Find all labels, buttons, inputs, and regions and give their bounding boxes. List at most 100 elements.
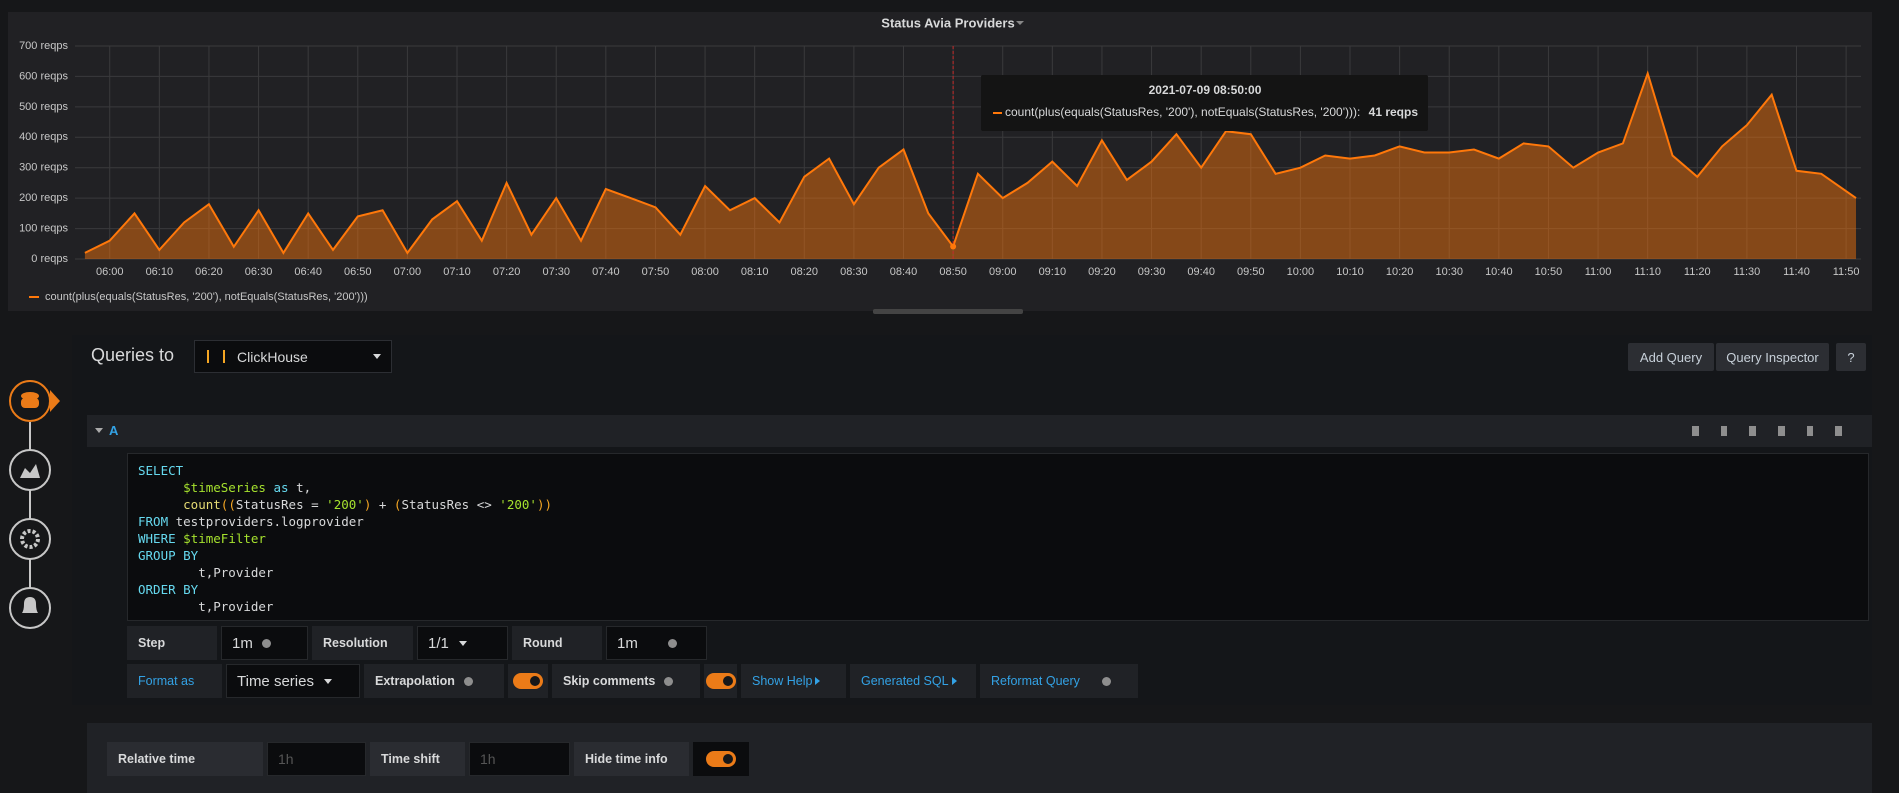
x-tick-label: 08:10 bbox=[741, 266, 769, 278]
tooltip-series: count(plus(equals(StatusRes, '200'), not… bbox=[1005, 105, 1360, 119]
step-input[interactable]: 1m bbox=[221, 626, 308, 660]
code-token: StatusRes = bbox=[235, 497, 327, 512]
code-token: StatusRes <> bbox=[401, 497, 500, 512]
code-token: SELECT bbox=[138, 463, 184, 478]
db-glyph bbox=[21, 398, 39, 408]
query-inspector[interactable]: Query Inspector bbox=[1716, 343, 1829, 371]
hover-point bbox=[950, 243, 957, 250]
y-tick-label: 300 reqps bbox=[19, 162, 68, 174]
datasource-icon bbox=[207, 350, 225, 363]
legend-swatch bbox=[29, 296, 39, 298]
label: Skip comments bbox=[552, 664, 700, 698]
x-tick-label: 10:40 bbox=[1485, 266, 1513, 278]
y-tick-label: 0 reqps bbox=[31, 253, 68, 265]
toggle[interactable] bbox=[706, 751, 736, 767]
relative-time-input[interactable]: 1h bbox=[267, 742, 366, 776]
reformat-query[interactable]: Reformat Query bbox=[980, 664, 1138, 698]
action-icon[interactable] bbox=[1720, 426, 1728, 436]
code-token: testproviders.logprovider bbox=[168, 514, 364, 529]
caret bbox=[951, 677, 961, 685]
x-tick-label: 11:10 bbox=[1634, 266, 1661, 278]
query-options-row: Step 1m Resolution 1/1 Round 1m bbox=[127, 626, 707, 660]
resize-handle bbox=[873, 309, 1023, 314]
code-token: WHERE bbox=[138, 531, 176, 546]
tooltip-value: 41 reqps bbox=[1369, 105, 1419, 119]
x-tick-label: 06:10 bbox=[146, 266, 174, 278]
code-token: as bbox=[273, 480, 289, 495]
text: Show Help bbox=[752, 674, 813, 688]
tooltip-box bbox=[981, 75, 1428, 131]
info-icon bbox=[667, 638, 677, 648]
code-token: FROM bbox=[138, 514, 169, 529]
caret bbox=[458, 640, 467, 650]
code-line: ORDER BY bbox=[138, 581, 1858, 598]
code-line: $timeSeries as t, bbox=[138, 479, 1858, 496]
sidebar bbox=[9, 380, 60, 629]
code-token: ( bbox=[220, 497, 229, 512]
x-tick-label: 09:40 bbox=[1187, 266, 1215, 278]
code-token: ) bbox=[536, 497, 545, 512]
info-icon bbox=[664, 676, 674, 686]
y-tick-label: 400 reqps bbox=[19, 131, 68, 143]
help-button[interactable]: ? bbox=[1836, 343, 1866, 371]
code-line: count((StatusRes = '200') + (StatusRes <… bbox=[138, 496, 1858, 513]
toggle[interactable] bbox=[705, 673, 736, 689]
datasource-picker[interactable]: ClickHouse bbox=[194, 340, 392, 373]
y-tick-label: 600 reqps bbox=[19, 70, 68, 82]
time-shift-input[interactable]: 1h bbox=[469, 742, 570, 776]
code-token: '200' bbox=[326, 497, 364, 512]
format-select[interactable]: Time series bbox=[226, 664, 360, 698]
x-tick-label: 07:10 bbox=[443, 266, 471, 278]
x-tick-label: 10:00 bbox=[1287, 266, 1315, 278]
viz-glyph bbox=[20, 464, 40, 478]
toggle[interactable] bbox=[513, 673, 543, 689]
text: Skip comments bbox=[563, 674, 656, 688]
x-tick-label: 08:40 bbox=[890, 266, 918, 278]
datasource-name: ClickHouse bbox=[237, 348, 308, 365]
code-token bbox=[138, 480, 183, 495]
series-line bbox=[84, 70, 1857, 255]
general-icon[interactable] bbox=[9, 518, 51, 560]
info-icon bbox=[261, 638, 271, 648]
toggle-cell bbox=[693, 742, 749, 776]
code-editor[interactable]: SELECT $timeSeries as t, count((StatusRe… bbox=[127, 453, 1869, 621]
x-tick-label: 06:50 bbox=[344, 266, 372, 278]
x-tick-label: 11:00 bbox=[1585, 266, 1612, 278]
action-icon[interactable] bbox=[1835, 426, 1843, 436]
collapse-caret[interactable] bbox=[95, 428, 103, 437]
action-icon[interactable] bbox=[1806, 426, 1814, 436]
x-tick-label: 08:20 bbox=[791, 266, 819, 278]
text: Generated SQL bbox=[861, 674, 949, 688]
code-line: t,Provider bbox=[138, 564, 1858, 581]
code-token bbox=[138, 497, 183, 512]
chart-title: Status Avia Providers bbox=[881, 15, 1014, 30]
value: 1m bbox=[232, 634, 253, 652]
label: Extrapolation bbox=[364, 664, 504, 698]
action-icon[interactable] bbox=[1692, 426, 1699, 436]
format-row: Format as Time series Extrapolation Skip… bbox=[127, 664, 1138, 698]
round-input[interactable]: 1m bbox=[606, 626, 707, 660]
code-token: ( bbox=[393, 497, 402, 512]
add-query[interactable]: Add Query bbox=[1628, 343, 1714, 371]
panel bbox=[8, 12, 1872, 311]
active-arrow bbox=[50, 390, 60, 412]
code-token: t,Provider bbox=[138, 599, 274, 614]
query-ref: A bbox=[109, 423, 119, 438]
resolution-select[interactable]: 1/1 bbox=[417, 626, 508, 660]
code-token: + bbox=[371, 497, 394, 512]
visualization-icon[interactable] bbox=[9, 449, 51, 491]
action-icon[interactable] bbox=[1749, 426, 1757, 436]
generated-sql[interactable]: Generated SQL bbox=[850, 664, 976, 698]
show-help[interactable]: Show Help bbox=[741, 664, 846, 698]
text: Reformat Query bbox=[991, 674, 1080, 688]
tooltip-time: 2021-07-09 08:50:00 bbox=[1149, 83, 1262, 97]
x-tick-label: 08:50 bbox=[939, 266, 967, 278]
x-tick-label: 07:50 bbox=[642, 266, 670, 278]
tooltip-swatch bbox=[993, 112, 1002, 114]
label: Time shift bbox=[370, 742, 465, 776]
x-tick-label: 08:30 bbox=[840, 266, 868, 278]
x-tick-label: 07:00 bbox=[394, 266, 422, 278]
code-token: ) bbox=[544, 497, 552, 512]
action-icon[interactable] bbox=[1778, 426, 1785, 436]
gear-glyph bbox=[20, 529, 40, 549]
